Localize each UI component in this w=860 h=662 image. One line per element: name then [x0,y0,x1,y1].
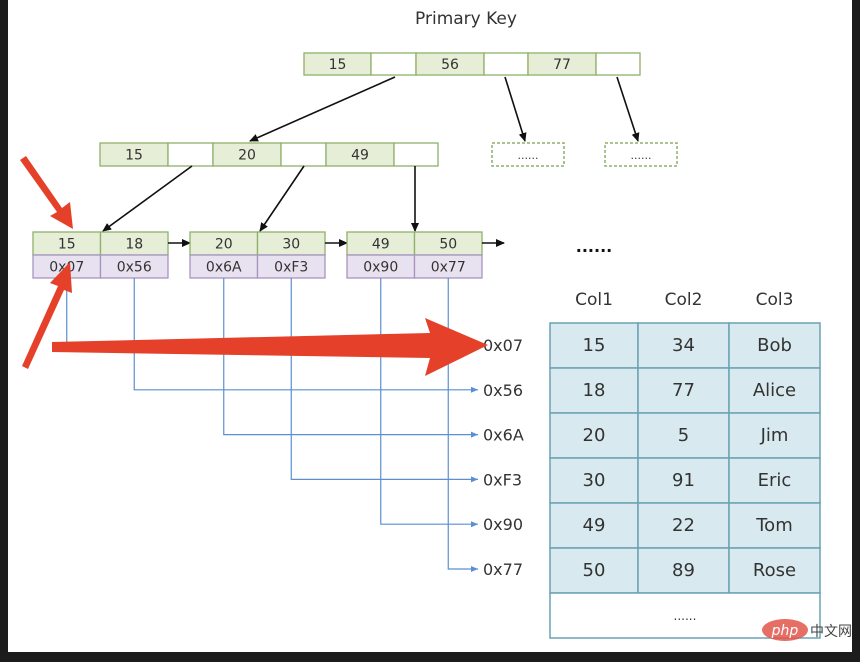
table-ellipsis-text: ...... [674,609,697,623]
root-key-text: 77 [553,57,571,73]
table-cell [549,547,639,594]
table-cell-text: 22 [672,515,695,536]
highlight-arrow-to-row [52,318,488,376]
table-cell [549,457,639,504]
table-cell [728,502,821,549]
php-logo-badge [762,619,808,641]
highlight-arrow-to-key [20,156,73,229]
table-cell-text: 49 [583,515,606,536]
highlight-arrow-to-address [22,262,72,369]
diagram-title: Primary Key [415,9,517,29]
root-key-text: 15 [329,57,347,73]
table-cell-text: 15 [583,335,606,356]
table-cell [637,412,730,459]
placeholder-node [491,142,565,167]
placeholder-node-text: ...... [518,149,539,162]
row-pointer-label: 0x6A [483,426,524,445]
inner-key-text: 20 [238,148,256,164]
table-cell-text: 77 [672,380,695,401]
table-cell [637,457,730,504]
table-cell-text: 30 [583,470,606,491]
inner-key-text: 15 [125,148,143,164]
table-cell-text: Jim [760,425,789,446]
table-column-header: Col1 [575,290,613,310]
row-pointer-label: 0xF3 [483,470,522,489]
inner-key-text: 49 [351,148,369,164]
table-cell [637,322,730,369]
table-cell-text: 89 [672,560,695,581]
table-cell [728,322,821,369]
row-pointer-label: 0x56 [483,381,523,400]
leaf-address-text: 0xF3 [274,260,308,276]
table-cell-text: Alice [753,380,796,401]
table-cell-text: Rose [753,560,796,581]
leaf-address-text: 0x56 [117,260,152,276]
table-cell [728,412,821,459]
row-pointer-label: 0x90 [483,515,523,534]
table-cell-text: Tom [755,515,792,536]
leaf-ellipsis: ...... [576,237,612,256]
table-cell-text: Bob [757,335,792,356]
watermark-text: 中文网 [810,624,852,640]
leaf-address-text: 0x77 [431,260,466,276]
inner-pointer-box [167,142,214,167]
table-cell [637,547,730,594]
leaf-key-text: 30 [282,237,300,253]
root-to-inner-arrow [249,76,396,142]
row-pointer-line [223,278,478,438]
root-key-text: 56 [441,57,459,73]
placeholder-node [604,142,678,167]
root-to-placeholder-arrow [504,76,527,142]
leaf-key-text: 49 [372,237,390,253]
leaf-key-text: 18 [125,237,143,253]
table-cell-text: Eric [758,470,792,491]
root-pointer-box [483,52,529,76]
inner-pointer-box [280,142,327,167]
table-cell [728,367,821,414]
table-cell-text: 34 [672,335,695,356]
inner-pointer-box [393,142,439,167]
table-cell-text: 5 [678,425,689,446]
table-cell-text: 91 [672,470,695,491]
placeholder-node-text: ...... [631,149,652,162]
leaf-key-text: 50 [439,237,457,253]
table-cell [728,547,821,594]
root-pointer-box [370,52,417,76]
inner-to-leaf-arrow [102,165,193,232]
table-cell [549,322,639,369]
table-cell-text: 18 [583,380,606,401]
table-cell [637,367,730,414]
row-pointer-line [133,278,478,393]
row-pointer-line [380,278,478,528]
inner-to-leaf-arrow [259,165,305,232]
root-pointer-box [595,52,641,76]
row-pointer-label: 0x77 [483,560,523,579]
row-pointer-label: 0x07 [483,336,523,355]
leaf-key-text: 15 [58,237,76,253]
table-column-header: Col2 [665,290,703,310]
table-cell-text: 20 [583,425,606,446]
table-column-header: Col3 [756,290,794,310]
row-pointer-line [447,278,478,572]
table-cell [728,457,821,504]
leaf-address-text: 0x90 [363,260,398,276]
leaf-key-text: 20 [215,237,233,253]
root-to-placeholder-arrow [616,76,640,142]
leaf-address-text: 0x6A [206,260,242,276]
table-cell-text: 50 [583,560,606,581]
table-cell [637,502,730,549]
php-logo-text: php [771,623,799,639]
